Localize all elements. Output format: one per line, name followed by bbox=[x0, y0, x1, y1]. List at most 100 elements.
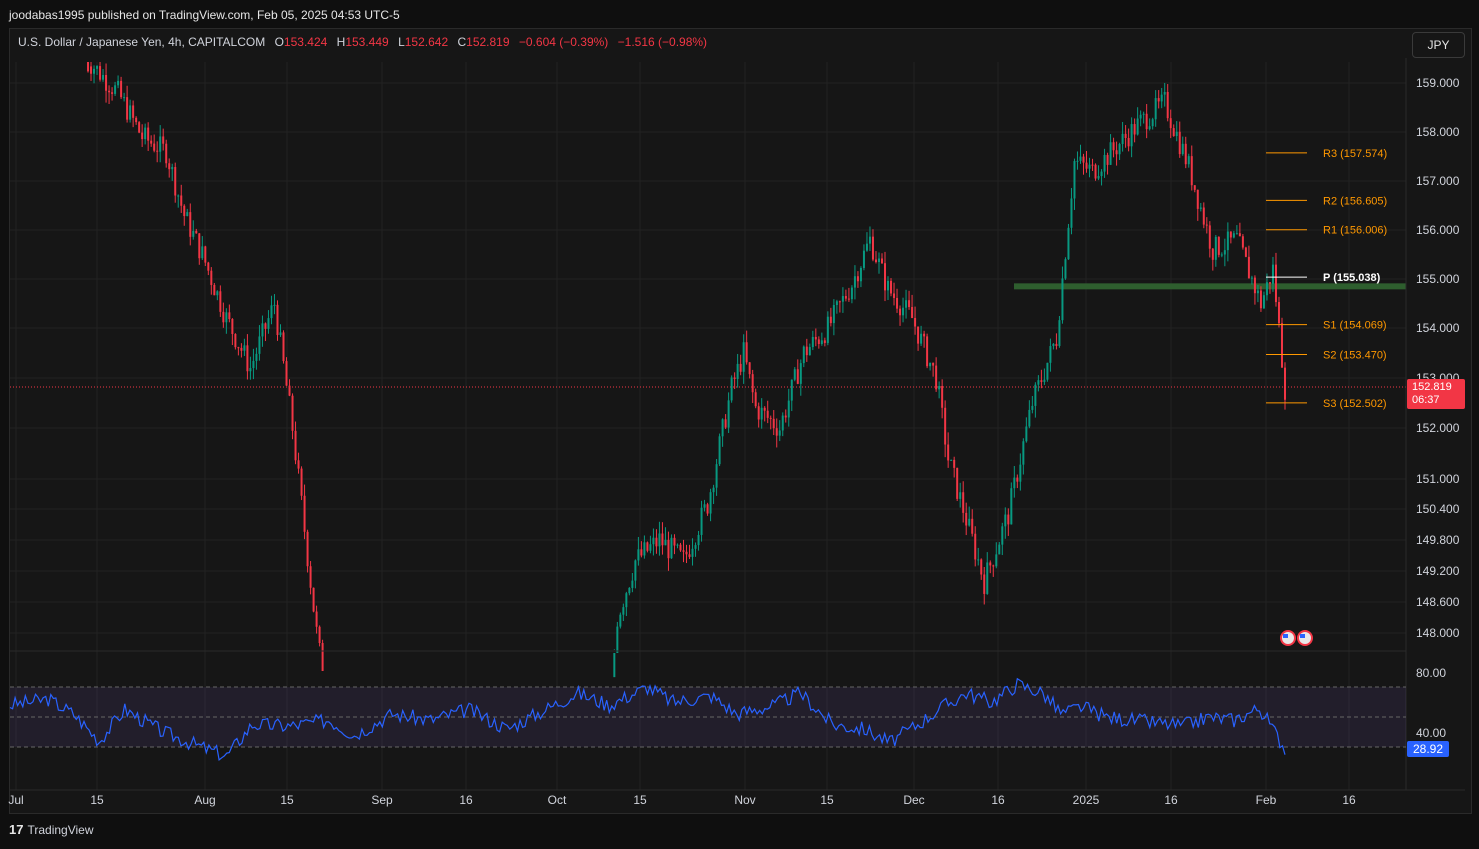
price-axis-label: 148.600 bbox=[1416, 595, 1460, 609]
pivot-levels: R3 (157.574) R2 (156.605) R1 (156.006) P (1… bbox=[1266, 148, 1387, 410]
candle-body bbox=[1157, 98, 1160, 102]
candle-body bbox=[808, 347, 811, 356]
candle-body bbox=[195, 230, 198, 234]
candle-body bbox=[730, 377, 733, 401]
close-value: 152.819 bbox=[466, 35, 510, 49]
rsi-pane: 80.00 40.00 bbox=[9, 650, 1446, 762]
footer-brand[interactable]: 17 TradingView bbox=[9, 822, 94, 837]
candle-body bbox=[1241, 236, 1244, 248]
candle-body bbox=[944, 407, 947, 445]
candle-body bbox=[90, 66, 93, 74]
candle-body bbox=[1082, 156, 1085, 163]
candle-body bbox=[703, 504, 706, 508]
candle-body bbox=[102, 74, 105, 80]
price-axis-label: 152.000 bbox=[1416, 421, 1460, 435]
candle-body bbox=[1022, 441, 1025, 465]
price-axis-label: 154.000 bbox=[1416, 321, 1460, 335]
candle-body bbox=[841, 296, 844, 302]
candle-body bbox=[222, 311, 225, 323]
candle-body bbox=[1130, 124, 1133, 147]
chart-frame[interactable] bbox=[9, 28, 1472, 814]
candle-body bbox=[186, 212, 189, 217]
candle-body bbox=[856, 276, 859, 282]
support-zone bbox=[10, 283, 1406, 388]
candle-body bbox=[258, 336, 261, 354]
candle-body bbox=[784, 415, 787, 418]
candle-body bbox=[282, 332, 285, 362]
candle-body bbox=[321, 643, 324, 671]
candle-body bbox=[207, 262, 210, 271]
us-flag-event-icon[interactable] bbox=[1278, 628, 1316, 648]
candle-body bbox=[141, 132, 144, 140]
candle-body bbox=[950, 459, 953, 461]
candle-body bbox=[1163, 91, 1166, 95]
candle-body bbox=[1049, 346, 1052, 363]
candle-body bbox=[1202, 207, 1205, 225]
time-axis-label: 15 bbox=[280, 793, 294, 807]
candle-body bbox=[1211, 248, 1214, 260]
currency-button[interactable]: JPY bbox=[1412, 32, 1465, 58]
candle-body bbox=[1109, 142, 1112, 165]
candle-body bbox=[649, 544, 652, 551]
candle-body bbox=[965, 512, 968, 526]
time-axis-label: Aug bbox=[194, 793, 215, 807]
candle-body bbox=[775, 428, 778, 436]
candle-body bbox=[1136, 118, 1139, 135]
candle-body bbox=[655, 537, 658, 547]
candle-body bbox=[1208, 225, 1211, 249]
candle-body bbox=[754, 392, 757, 407]
candle-body bbox=[820, 340, 823, 345]
time-axis: Jul 15 Aug 15 Sep 16 Oct 15 Nov 15 Dec 16 2025 16 Feb 1… bbox=[8, 789, 1465, 807]
candle-body bbox=[715, 464, 718, 488]
candle-body bbox=[243, 345, 246, 351]
candle-body bbox=[646, 542, 649, 551]
candle-body bbox=[896, 297, 899, 309]
candle-body bbox=[616, 626, 619, 653]
publisher-text: joodabas1995 published on TradingView.co… bbox=[9, 8, 400, 22]
candle-body bbox=[204, 246, 207, 263]
candle-body bbox=[1154, 98, 1157, 120]
candle-body bbox=[1070, 198, 1073, 228]
candle-body bbox=[1055, 343, 1058, 346]
candle-body bbox=[829, 316, 832, 324]
price-axis-label: 149.800 bbox=[1416, 533, 1460, 547]
candle-body bbox=[796, 369, 799, 384]
candle-body bbox=[631, 580, 634, 588]
candle-body bbox=[213, 284, 216, 296]
candle-body bbox=[974, 533, 977, 560]
candle-body bbox=[1187, 156, 1190, 165]
candle-body bbox=[1205, 224, 1208, 226]
candle-body bbox=[613, 652, 616, 678]
candle-body bbox=[1007, 514, 1010, 525]
candle-body bbox=[652, 537, 655, 545]
candle-body bbox=[225, 312, 228, 323]
candle-body bbox=[835, 301, 838, 306]
candle-body bbox=[1247, 256, 1250, 279]
candle-body bbox=[1184, 143, 1187, 165]
candle-body bbox=[971, 518, 974, 534]
candle-body bbox=[1274, 264, 1277, 303]
candle-body bbox=[267, 318, 270, 329]
price-axis-label: 148.000 bbox=[1416, 626, 1460, 640]
candle-body bbox=[884, 263, 887, 291]
candle-body bbox=[769, 417, 772, 419]
candle-body bbox=[1046, 362, 1049, 380]
candle-body bbox=[237, 347, 240, 349]
candle-body bbox=[992, 565, 995, 567]
candle-body bbox=[709, 492, 712, 514]
candle-body bbox=[673, 537, 676, 546]
price-axis-label: 150.400 bbox=[1416, 502, 1460, 516]
last-price: 152.819 bbox=[1412, 381, 1452, 393]
candle-body bbox=[177, 195, 180, 197]
candle-body bbox=[868, 236, 871, 244]
candle-body bbox=[105, 74, 108, 91]
candle-body bbox=[1142, 113, 1145, 115]
candle-body bbox=[1064, 259, 1067, 279]
candle-body bbox=[661, 533, 664, 546]
candle-body bbox=[1085, 162, 1088, 169]
candle-body bbox=[168, 163, 171, 170]
candle-body bbox=[87, 62, 90, 72]
candle-body bbox=[893, 293, 896, 298]
candle-body bbox=[150, 140, 153, 144]
